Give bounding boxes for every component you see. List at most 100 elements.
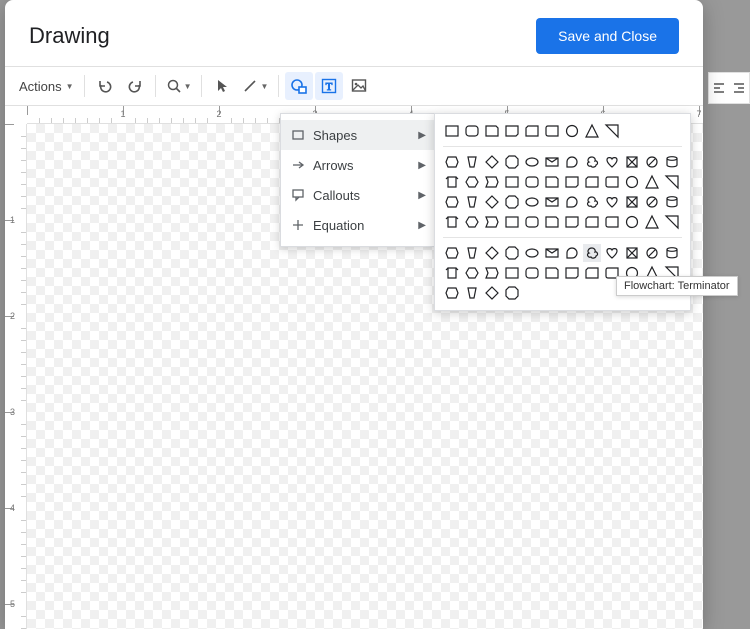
shape-option[interactable] bbox=[663, 213, 681, 231]
shape-option[interactable] bbox=[523, 173, 541, 191]
shape-option[interactable] bbox=[583, 244, 601, 262]
shape-option[interactable] bbox=[463, 193, 481, 211]
shape-option[interactable] bbox=[503, 264, 521, 282]
save-and-close-button[interactable]: Save and Close bbox=[536, 18, 679, 54]
shape-option[interactable] bbox=[483, 193, 501, 211]
shape-option[interactable] bbox=[563, 173, 581, 191]
shape-option[interactable] bbox=[503, 284, 521, 302]
shape-option[interactable] bbox=[583, 193, 601, 211]
shape-option[interactable] bbox=[523, 244, 541, 262]
shape-option[interactable] bbox=[623, 173, 641, 191]
shape-option[interactable] bbox=[443, 213, 461, 231]
shape-option[interactable] bbox=[523, 193, 541, 211]
shape-option[interactable] bbox=[543, 213, 561, 231]
shape-option[interactable] bbox=[503, 244, 521, 262]
shape-option[interactable] bbox=[583, 173, 601, 191]
zoom-dropdown[interactable]: ▼ bbox=[162, 72, 196, 100]
shape-option[interactable] bbox=[643, 153, 661, 171]
shape-option[interactable] bbox=[443, 173, 461, 191]
shape-option[interactable] bbox=[463, 122, 481, 140]
shape-option[interactable] bbox=[483, 122, 501, 140]
shape-option[interactable] bbox=[623, 213, 641, 231]
shape-option[interactable] bbox=[623, 244, 641, 262]
shape-option[interactable] bbox=[603, 213, 621, 231]
shape-option[interactable] bbox=[503, 122, 521, 140]
shape-option[interactable] bbox=[503, 193, 521, 211]
shape-option[interactable] bbox=[483, 173, 501, 191]
shape-option[interactable] bbox=[603, 193, 621, 211]
shape-option[interactable] bbox=[643, 244, 661, 262]
shape-option[interactable] bbox=[443, 264, 461, 282]
textbox-tool-button[interactable]: T bbox=[315, 72, 343, 100]
shape-option[interactable] bbox=[483, 284, 501, 302]
shape-option[interactable] bbox=[603, 173, 621, 191]
undo-button[interactable] bbox=[91, 72, 119, 100]
shape-option[interactable] bbox=[543, 264, 561, 282]
shape-option[interactable] bbox=[483, 153, 501, 171]
shape-option[interactable] bbox=[443, 122, 461, 140]
shape-option[interactable] bbox=[583, 122, 601, 140]
shape-option[interactable] bbox=[563, 213, 581, 231]
shape-option[interactable] bbox=[583, 264, 601, 282]
shape-option[interactable] bbox=[603, 122, 621, 140]
select-tool-dropdown[interactable] bbox=[208, 72, 236, 100]
shape-option[interactable] bbox=[583, 213, 601, 231]
shape-option[interactable] bbox=[603, 153, 621, 171]
actions-dropdown[interactable]: Actions ▼ bbox=[15, 72, 78, 100]
shape-option[interactable] bbox=[643, 213, 661, 231]
redo-button[interactable] bbox=[121, 72, 149, 100]
shape-option[interactable] bbox=[463, 244, 481, 262]
shape-option[interactable] bbox=[463, 213, 481, 231]
shape-option[interactable] bbox=[463, 284, 481, 302]
menu-label: Callouts bbox=[313, 188, 360, 203]
shape-option[interactable] bbox=[543, 122, 561, 140]
shape-menu-arrows[interactable]: Arrows▶ bbox=[281, 150, 434, 180]
shape-option[interactable] bbox=[443, 193, 461, 211]
shape-option[interactable] bbox=[663, 173, 681, 191]
svg-text:T: T bbox=[326, 81, 333, 93]
shape-option[interactable] bbox=[563, 122, 581, 140]
shape-option[interactable] bbox=[543, 193, 561, 211]
image-tool-button[interactable] bbox=[345, 72, 373, 100]
shape-option[interactable] bbox=[623, 193, 641, 211]
shape-menu-shapes[interactable]: Shapes▶ bbox=[281, 120, 434, 150]
shape-tool-dropdown[interactable] bbox=[285, 72, 313, 100]
shape-menu-callouts[interactable]: Callouts▶ bbox=[281, 180, 434, 210]
rect-icon bbox=[291, 128, 313, 142]
shape-option[interactable] bbox=[463, 153, 481, 171]
shape-option[interactable] bbox=[603, 244, 621, 262]
shape-option[interactable] bbox=[483, 213, 501, 231]
shape-option[interactable] bbox=[563, 244, 581, 262]
shape-option[interactable] bbox=[623, 153, 641, 171]
shape-option[interactable] bbox=[523, 153, 541, 171]
shape-option[interactable] bbox=[443, 244, 461, 262]
shape-menu-equation[interactable]: Equation▶ bbox=[281, 210, 434, 240]
line-tool-dropdown[interactable]: ▼ bbox=[238, 72, 272, 100]
shape-option[interactable] bbox=[503, 173, 521, 191]
shape-option[interactable] bbox=[503, 213, 521, 231]
shape-option[interactable] bbox=[563, 264, 581, 282]
shape-option[interactable] bbox=[443, 153, 461, 171]
shape-option[interactable] bbox=[523, 213, 541, 231]
toolbar-separator bbox=[155, 75, 156, 97]
shape-option[interactable] bbox=[523, 264, 541, 282]
shape-option[interactable] bbox=[503, 153, 521, 171]
shape-option[interactable] bbox=[463, 173, 481, 191]
shape-option[interactable] bbox=[663, 153, 681, 171]
shape-option[interactable] bbox=[563, 193, 581, 211]
shape-option[interactable] bbox=[443, 284, 461, 302]
shape-option[interactable] bbox=[663, 244, 681, 262]
shape-option[interactable] bbox=[643, 193, 661, 211]
shape-option[interactable] bbox=[463, 264, 481, 282]
shape-option[interactable] bbox=[483, 244, 501, 262]
shape-option[interactable] bbox=[663, 193, 681, 211]
shape-option[interactable] bbox=[483, 264, 501, 282]
shape-option[interactable] bbox=[583, 153, 601, 171]
menu-label: Equation bbox=[313, 218, 364, 233]
shape-option[interactable] bbox=[563, 153, 581, 171]
shape-option[interactable] bbox=[543, 153, 561, 171]
shape-option[interactable] bbox=[643, 173, 661, 191]
shape-option[interactable] bbox=[543, 173, 561, 191]
shape-option[interactable] bbox=[523, 122, 541, 140]
shape-option[interactable] bbox=[543, 244, 561, 262]
